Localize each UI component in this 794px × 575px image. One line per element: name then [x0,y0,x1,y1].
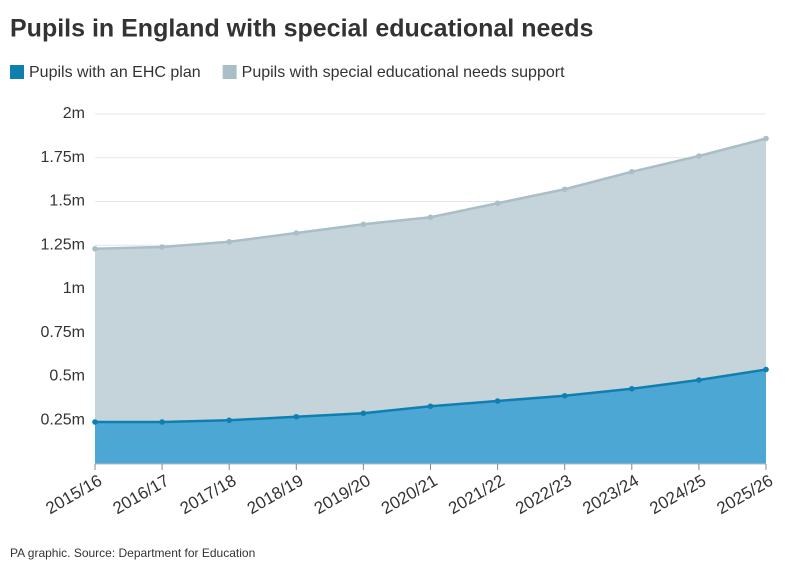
point [629,168,635,175]
point [763,135,769,142]
x-tick-label: 2021/22 [445,471,508,518]
y-tick-label: 1.75m [41,149,85,166]
x-tick-label: 2015/16 [43,471,106,518]
legend-swatch [222,65,237,79]
y-tick-label: 1m [63,280,85,297]
y-tick-label: 0.5m [49,368,85,385]
x-tick-label: 2024/25 [646,471,709,518]
x-tick-label: 2023/24 [579,471,642,518]
x-tick-label: 2017/18 [177,471,240,518]
y-tick-label: 2m [63,105,85,122]
area [95,138,766,422]
x-tick-label: 2016/17 [110,471,173,518]
point [293,413,300,420]
y-tick-label: 0.25m [41,411,85,428]
point [494,200,501,207]
chart-title: Pupils in England with special education… [10,15,593,43]
legend-label: Pupils with an EHC plan [29,64,201,81]
point [226,417,232,424]
x-tick-label: 2020/21 [378,471,441,518]
x-tick-label: 2018/19 [244,471,307,518]
point [427,403,434,410]
point [561,186,568,193]
y-tick-label: 1.5m [49,193,85,210]
point [159,244,165,250]
x-tick-label: 2025/26 [714,471,777,518]
point [696,377,702,383]
legend-label: Pupils with special educational needs su… [242,64,565,81]
point [293,230,300,236]
point [629,385,635,392]
legend-swatch [10,65,24,79]
point [494,398,501,404]
point [92,419,98,425]
point [360,410,367,417]
point [763,366,769,373]
x-tick-label: 2019/20 [311,471,374,518]
point [561,392,568,399]
point [360,221,367,228]
point [226,238,232,245]
point [427,214,434,221]
source: PA graphic. Source: Department for Educa… [10,546,255,560]
point [159,419,165,425]
y-tick-label: 1.25m [41,236,85,253]
x-tick-label: 2022/23 [512,471,575,518]
point [696,153,702,159]
y-tick-label: 0.75m [41,324,85,341]
point [92,245,98,252]
